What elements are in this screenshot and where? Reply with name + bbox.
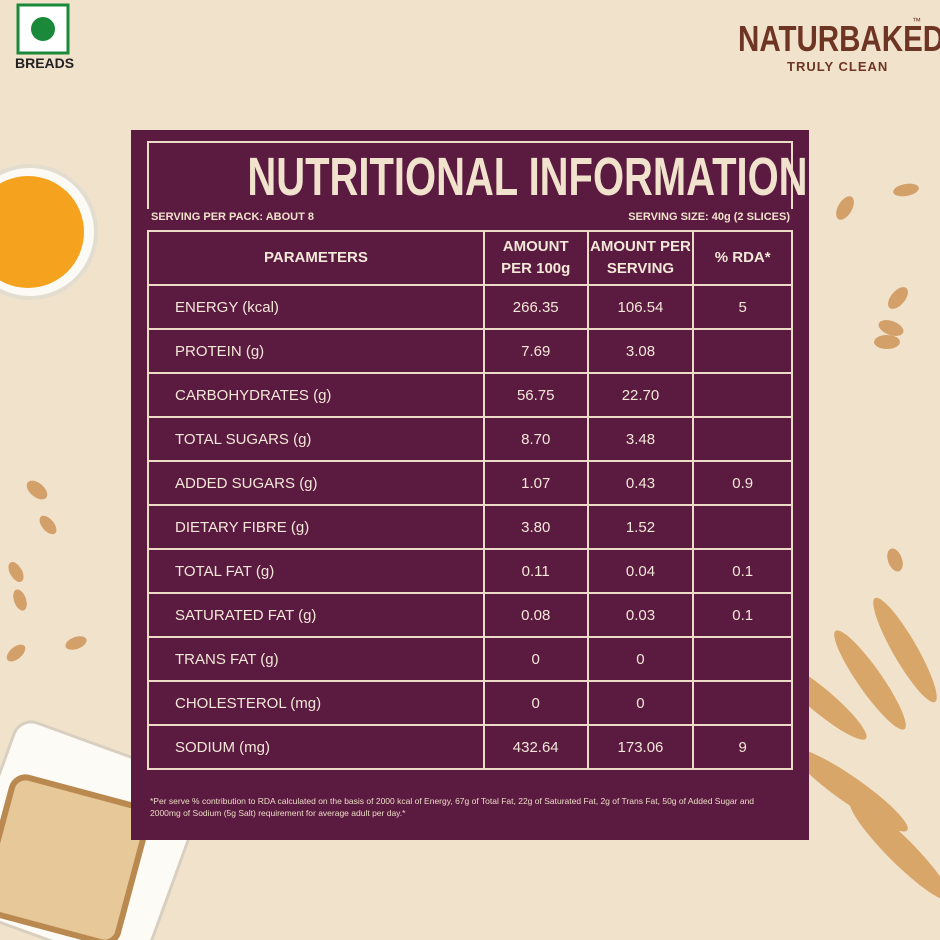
value-cell: 3.80 bbox=[482, 504, 589, 550]
value-cell: 3.08 bbox=[586, 328, 695, 374]
footnote: *Per serve % contribution to RDA calcula… bbox=[150, 796, 755, 818]
table-row: SODIUM (mg) 432.64 173.06 9 bbox=[147, 724, 793, 770]
column-header: % RDA* bbox=[692, 230, 793, 286]
parameter-cell: TOTAL FAT (g) bbox=[147, 548, 485, 594]
column-header: AMOUNT PER 100g bbox=[482, 230, 589, 286]
parameter-cell: TOTAL SUGARS (g) bbox=[147, 416, 485, 462]
serving-per-pack: SERVING PER PACK: ABOUT 8 bbox=[151, 211, 314, 223]
table-row: ADDED SUGARS (g) 1.07 0.43 0.9 bbox=[147, 460, 793, 506]
table-row: TOTAL FAT (g) 0.11 0.04 0.1 bbox=[147, 548, 793, 594]
value-cell bbox=[692, 504, 793, 550]
nutrition-table: PARAMETERS AMOUNT PER 100g AMOUNT PER SERV… bbox=[147, 230, 793, 770]
table-row: TRANS FAT (g) 0 0 bbox=[147, 636, 793, 682]
table-row: SATURATED FAT (g) 0.08 0.03 0.1 bbox=[147, 592, 793, 638]
value-cell: 7.69 bbox=[482, 328, 589, 374]
parameter-cell: SODIUM (mg) bbox=[147, 724, 485, 770]
parameter-cell: PROTEIN (g) bbox=[147, 328, 485, 374]
value-cell: 0.1 bbox=[692, 548, 793, 594]
parameter-cell: ADDED SUGARS (g) bbox=[147, 460, 485, 506]
table-title-box: NUTRITIONAL INFORMATION bbox=[147, 141, 808, 209]
value-cell: 0.43 bbox=[586, 460, 695, 506]
value-cell: 56.75 bbox=[482, 372, 589, 418]
table-row: ENERGY (kcal) 266.35 106.54 5 bbox=[147, 284, 793, 330]
value-cell: 0 bbox=[482, 636, 589, 682]
column-header: PARAMETERS bbox=[147, 230, 485, 286]
parameter-cell: DIETARY FIBRE (g) bbox=[147, 504, 485, 550]
value-cell: 1.07 bbox=[482, 460, 589, 506]
value-cell: 1.52 bbox=[586, 504, 695, 550]
value-cell: 0.9 bbox=[692, 460, 793, 506]
column-header: AMOUNT PER SERVING bbox=[586, 230, 695, 286]
value-cell: 432.64 bbox=[482, 724, 589, 770]
value-cell: 3.48 bbox=[586, 416, 695, 462]
value-cell: 0.1 bbox=[692, 592, 793, 638]
parameter-cell: CARBOHYDRATES (g) bbox=[147, 372, 485, 418]
value-cell: 0.11 bbox=[482, 548, 589, 594]
tagline: TRULY CLEAN bbox=[787, 59, 889, 74]
parameter-cell: TRANS FAT (g) bbox=[147, 636, 485, 682]
brand: NATURBAKED bbox=[738, 18, 940, 59]
value-cell: 9 bbox=[692, 724, 793, 770]
parameter-cell: SATURATED FAT (g) bbox=[147, 592, 485, 638]
serving-size: SERVING SIZE: 40g (2 SLICES) bbox=[628, 211, 790, 223]
value-cell: 0.03 bbox=[586, 592, 695, 638]
badge: BREADS bbox=[15, 55, 75, 71]
value-cell bbox=[692, 636, 793, 682]
table-title: NUTRITIONAL INFORMATION bbox=[247, 147, 808, 207]
value-cell bbox=[692, 328, 793, 374]
value-cell: 106.54 bbox=[586, 284, 695, 330]
table-row: CHOLESTEROL (mg) 0 0 bbox=[147, 680, 793, 726]
table-row: PROTEIN (g) 7.69 3.08 bbox=[147, 328, 793, 374]
parameter-cell: ENERGY (kcal) bbox=[147, 284, 485, 330]
table-row: CARBOHYDRATES (g) 56.75 22.70 bbox=[147, 372, 793, 418]
value-cell: 0.08 bbox=[482, 592, 589, 638]
header-row: PARAMETERS AMOUNT PER 100g AMOUNT PER SERV… bbox=[147, 230, 793, 286]
parameter-cell: CHOLESTEROL (mg) bbox=[147, 680, 485, 726]
value-cell: 8.70 bbox=[482, 416, 589, 462]
value-cell: 266.35 bbox=[482, 284, 589, 330]
value-cell: 0.04 bbox=[586, 548, 695, 594]
value-cell bbox=[692, 372, 793, 418]
value-cell: 5 bbox=[692, 284, 793, 330]
value-cell: 0 bbox=[586, 680, 695, 726]
value-cell bbox=[692, 680, 793, 726]
value-cell: 22.70 bbox=[586, 372, 695, 418]
value-cell: 173.06 bbox=[586, 724, 695, 770]
value-cell bbox=[692, 416, 793, 462]
trademark: ™ bbox=[912, 16, 921, 26]
table-row: TOTAL SUGARS (g) 8.70 3.48 bbox=[147, 416, 793, 462]
value-cell: 0 bbox=[482, 680, 589, 726]
value-cell: 0 bbox=[586, 636, 695, 682]
table-row: DIETARY FIBRE (g) 3.80 1.52 bbox=[147, 504, 793, 550]
